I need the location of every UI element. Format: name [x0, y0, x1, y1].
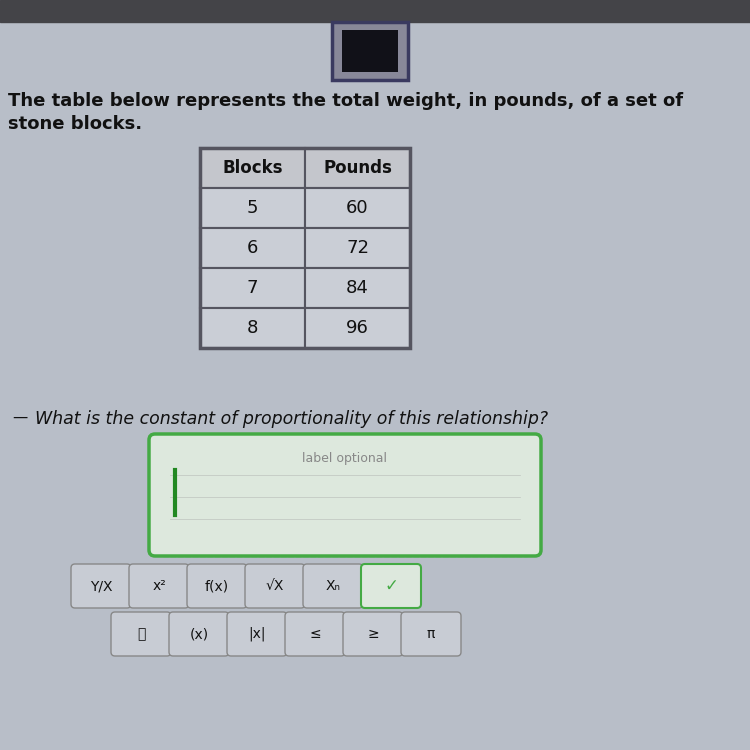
- FancyBboxPatch shape: [285, 612, 345, 656]
- FancyBboxPatch shape: [71, 564, 131, 608]
- Bar: [200, 308, 305, 348]
- Text: |x|: |x|: [248, 627, 266, 641]
- Text: 96: 96: [346, 319, 369, 337]
- Text: stone blocks.: stone blocks.: [8, 115, 142, 133]
- Text: Pounds: Pounds: [323, 159, 392, 177]
- Bar: [305, 188, 410, 228]
- Text: What is the constant of proportionality of this relationship?: What is the constant of proportionality …: [35, 410, 548, 428]
- Text: label optional: label optional: [302, 452, 388, 465]
- Text: 84: 84: [346, 279, 369, 297]
- Text: 6: 6: [247, 239, 258, 257]
- Bar: [305, 268, 410, 308]
- Text: 🗑: 🗑: [136, 627, 146, 641]
- Text: Y/X: Y/X: [90, 579, 112, 593]
- FancyBboxPatch shape: [129, 564, 189, 608]
- Text: ≤: ≤: [309, 627, 321, 641]
- FancyBboxPatch shape: [303, 564, 363, 608]
- FancyBboxPatch shape: [227, 612, 287, 656]
- Text: f(x): f(x): [205, 579, 229, 593]
- Bar: [332, 22, 408, 80]
- Text: 8: 8: [247, 319, 258, 337]
- Text: 72: 72: [346, 239, 369, 257]
- FancyBboxPatch shape: [187, 564, 247, 608]
- Bar: [200, 148, 410, 348]
- Text: —: —: [12, 410, 27, 425]
- FancyBboxPatch shape: [169, 612, 229, 656]
- FancyBboxPatch shape: [401, 612, 461, 656]
- Text: The table below represents the total weight, in pounds, of a set of: The table below represents the total wei…: [8, 92, 683, 110]
- FancyBboxPatch shape: [361, 564, 421, 608]
- Bar: [305, 308, 410, 348]
- Text: 7: 7: [247, 279, 258, 297]
- Bar: [342, 30, 398, 72]
- FancyBboxPatch shape: [343, 612, 403, 656]
- Text: (x): (x): [190, 627, 209, 641]
- Text: Xₙ: Xₙ: [326, 579, 340, 593]
- Text: 5: 5: [247, 199, 258, 217]
- Text: √X: √X: [266, 579, 284, 593]
- Text: 60: 60: [346, 199, 369, 217]
- Bar: [200, 228, 305, 268]
- FancyBboxPatch shape: [149, 434, 541, 556]
- Text: ≥: ≥: [368, 627, 379, 641]
- Text: Blocks: Blocks: [222, 159, 283, 177]
- Bar: [200, 268, 305, 308]
- Text: x²: x²: [152, 579, 166, 593]
- Text: π: π: [427, 627, 435, 641]
- FancyBboxPatch shape: [111, 612, 171, 656]
- Bar: [0, 0, 750, 22]
- FancyBboxPatch shape: [245, 564, 305, 608]
- Bar: [305, 148, 410, 188]
- Text: ✓: ✓: [384, 577, 398, 595]
- Bar: [305, 228, 410, 268]
- Bar: [200, 188, 305, 228]
- Bar: [200, 148, 305, 188]
